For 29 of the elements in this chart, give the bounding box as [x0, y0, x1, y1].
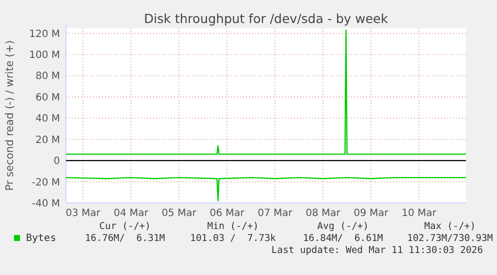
x-tick-label: 04 Mar	[114, 208, 150, 219]
text: 101.03 / 7.73k	[190, 233, 276, 244]
text: Max (-/+)	[424, 221, 476, 232]
y-tick-label: 20 M	[35, 134, 60, 146]
x-tick-label: 06 Mar	[210, 208, 246, 219]
y-tick-label: 120 M	[29, 28, 60, 40]
x-tick-label: 05 Mar	[162, 208, 198, 219]
y-tick-label: 100 M	[29, 50, 60, 62]
x-tick-label: 08 Mar	[306, 208, 342, 219]
x-tick-label: 10 Mar	[402, 208, 438, 219]
text: 16.76M/ 6.31M	[84, 233, 166, 244]
x-tick-label: 07 Mar	[258, 208, 294, 219]
y-axis-title: Pr second read (-) / write (+)	[4, 40, 16, 191]
text: 102.73M/730.93M	[407, 233, 494, 244]
text: Min (-/+)	[207, 221, 259, 232]
text: Cur (-/+)	[99, 221, 151, 232]
text: 16.84M/ 6.61M	[302, 233, 384, 244]
y-tick-label: 60 M	[35, 92, 60, 104]
y-tick-label: -20 M	[32, 177, 60, 188]
x-tick-label: 03 Mar	[66, 208, 102, 219]
y-tick-label: -40 M	[32, 198, 60, 210]
text: Last update: Wed Mar 11 11:30:03 2026	[271, 245, 484, 256]
legend-label: Bytes	[26, 233, 56, 244]
y-tick-label: 80 M	[35, 71, 60, 82]
text: Avg (-/+)	[317, 221, 369, 232]
y-tick-label: 40 M	[35, 114, 60, 125]
chart-title: Disk throughput for /dev/sda - by week	[144, 11, 389, 26]
x-tick-label: 09 Mar	[354, 208, 390, 219]
y-tick-label: 0	[54, 156, 60, 168]
